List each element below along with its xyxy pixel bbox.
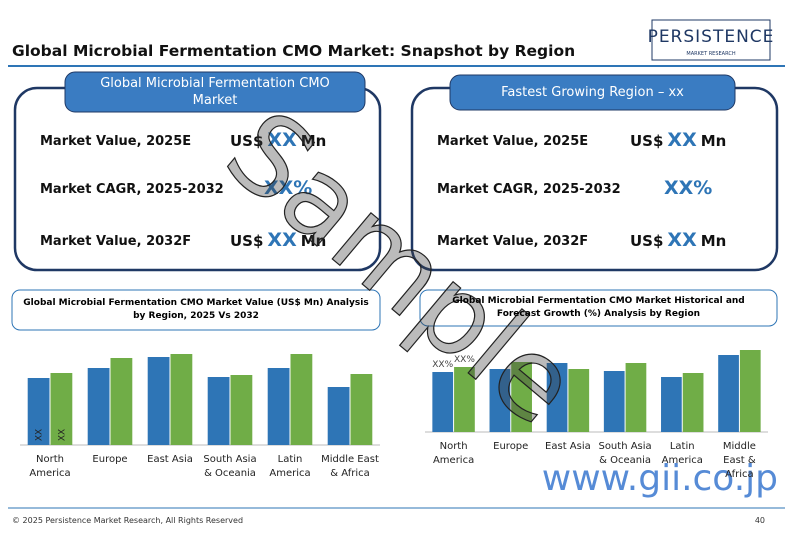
bar xyxy=(207,377,230,445)
bar xyxy=(327,387,350,445)
bar xyxy=(661,377,682,432)
value-suffix: Mn xyxy=(301,232,327,250)
bar xyxy=(568,369,590,432)
x-tick-label: Europe xyxy=(92,454,128,465)
row-label: Market CAGR, 2025-2032 xyxy=(437,182,621,197)
row-value: US$ XX Mn xyxy=(230,229,326,251)
row-label: Market Value, 2025E xyxy=(40,134,191,149)
bar xyxy=(27,378,50,445)
row-label: Market CAGR, 2025-2032 xyxy=(40,182,224,197)
x-tick-label: East Asia xyxy=(147,454,193,465)
value-prefix: US$ xyxy=(230,232,263,250)
bar xyxy=(50,373,73,445)
x-tick-label: Latin America xyxy=(661,441,703,466)
watermark: www.gii.co.jp xyxy=(542,458,778,499)
bar-label: XX% xyxy=(454,355,475,365)
value-value: XX xyxy=(267,229,297,251)
value-value: XX xyxy=(667,229,697,251)
value-prefix: US$ xyxy=(230,132,263,150)
panel-header xyxy=(64,71,366,113)
logo: PERSISTENCE xyxy=(648,27,775,47)
bar xyxy=(147,357,170,445)
panel-header xyxy=(449,74,736,111)
value-prefix: US$ xyxy=(630,232,663,250)
value-suffix: Mn xyxy=(301,132,327,150)
row-value: US$ XX Mn xyxy=(630,129,726,151)
row-value: US$ XX Mn xyxy=(230,129,326,151)
bar xyxy=(454,367,475,432)
bar-label: XX xyxy=(35,429,45,441)
row-value: US$ XX Mn xyxy=(630,229,726,251)
x-tick-label: North America xyxy=(432,441,475,466)
bar xyxy=(489,369,511,432)
bar xyxy=(350,374,373,445)
value-value: XX xyxy=(667,129,697,151)
bar xyxy=(170,354,193,445)
bar xyxy=(267,368,290,445)
x-tick-label: North America xyxy=(29,454,71,479)
chart-title: Global Microbial Fermentation CMO Market… xyxy=(23,298,369,321)
x-tick-label: East Asia xyxy=(545,441,591,452)
chart-title: Global Microbial Fermentation CMO Market… xyxy=(452,296,745,319)
chart-title-box xyxy=(11,289,381,331)
logo-sub: MARKET RESEARCH xyxy=(686,51,735,57)
row-value: XX% xyxy=(264,177,312,199)
value-suffix: Mn xyxy=(701,132,727,150)
value-suffix: Mn xyxy=(701,232,727,250)
bar xyxy=(546,363,568,432)
copyright: © 2025 Persistence Market Research, All … xyxy=(12,516,243,525)
value-prefix: US$ xyxy=(630,132,663,150)
value-value: XX xyxy=(267,129,297,151)
bar xyxy=(603,371,625,432)
bar xyxy=(432,372,454,432)
row-label: Market Value, 2032F xyxy=(40,234,191,249)
row-label: Market Value, 2025E xyxy=(437,134,588,149)
row-value: XX% xyxy=(664,177,712,199)
panel-title: Fastest Growing Region – xx xyxy=(501,85,684,100)
slide-title: Global Microbial Fermentation CMO Market… xyxy=(12,42,575,60)
x-tick-label: South Asia & Oceania xyxy=(598,441,652,466)
x-tick-label: Middle East & Africa xyxy=(321,454,379,479)
logo-box xyxy=(651,19,771,61)
x-tick-label: South Asia & Oceania xyxy=(203,454,257,479)
bar xyxy=(290,354,313,445)
x-tick-label: Latin America xyxy=(269,454,311,479)
bar xyxy=(511,362,532,432)
x-tick-label: Middle East & Africa xyxy=(722,441,756,480)
panel-title: Global Microbial Fermentation CMO Market xyxy=(100,76,330,108)
bar-label: XX% xyxy=(432,360,453,370)
row-label: Market Value, 2032F xyxy=(437,234,588,249)
chart-title-box xyxy=(419,289,778,327)
bar xyxy=(625,363,647,432)
bar xyxy=(682,373,704,432)
value-value: XX% xyxy=(664,177,712,199)
bar xyxy=(718,355,739,432)
page-number: 40 xyxy=(755,516,765,525)
bar xyxy=(87,368,110,445)
bar xyxy=(739,350,761,432)
bar-label: XX xyxy=(57,429,67,441)
x-tick-label: Europe xyxy=(493,441,529,452)
value-value: XX% xyxy=(264,177,312,199)
bar xyxy=(110,358,133,445)
bar xyxy=(230,375,253,445)
